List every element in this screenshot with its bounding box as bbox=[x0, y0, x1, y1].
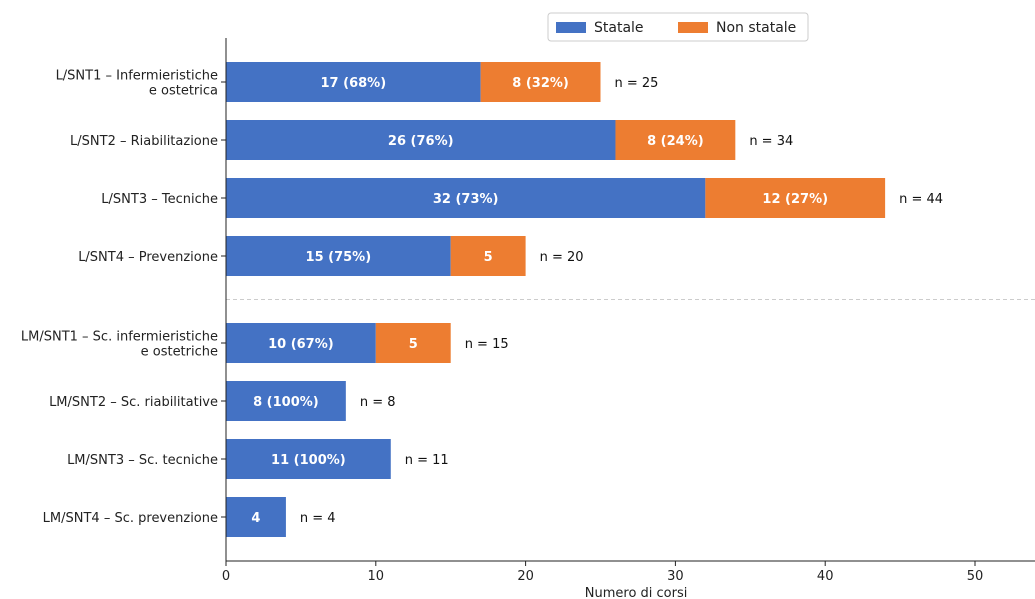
bar-value-label: 10 (67%) bbox=[268, 337, 334, 352]
bar-statale bbox=[226, 120, 616, 160]
legend: Statale Non statale bbox=[547, 12, 809, 42]
bar-statale bbox=[226, 323, 376, 363]
category-label: LM/SNT4 – Sc. prevenzione bbox=[43, 511, 218, 526]
bar-value-label: 12 (27%) bbox=[762, 192, 828, 207]
category-label: LM/SNT1 – Sc. infermieristiche bbox=[21, 330, 218, 345]
bar-statale bbox=[226, 381, 346, 421]
bar-non-statale bbox=[705, 178, 886, 218]
bars: 17 (68%) 8 (32%) n = 25 26 (76%) 8 (24%) n = … bbox=[226, 62, 943, 537]
bar-non-statale bbox=[480, 62, 601, 102]
bar-statale bbox=[226, 62, 481, 102]
total-label: n = 8 bbox=[360, 395, 396, 410]
legend-swatch bbox=[678, 22, 708, 33]
bar-non-statale bbox=[375, 323, 451, 363]
total-label: n = 25 bbox=[615, 76, 659, 91]
total-label: n = 11 bbox=[405, 453, 449, 468]
category-label: e ostetriche bbox=[141, 345, 218, 360]
bar-statale bbox=[226, 497, 286, 537]
x-axis-title: Numero di corsi bbox=[585, 586, 688, 599]
bar-value-label: 17 (68%) bbox=[321, 76, 387, 91]
bar-value-label: 32 (73%) bbox=[433, 192, 499, 207]
x-tick-label: 40 bbox=[817, 569, 834, 584]
x-tick-label: 0 bbox=[222, 569, 230, 584]
category-label: LM/SNT2 – Sc. riabilitative bbox=[49, 395, 218, 410]
bar-value-label: 5 bbox=[409, 337, 418, 352]
legend-swatch bbox=[556, 22, 586, 33]
category-label: L/SNT3 – Tecniche bbox=[101, 192, 218, 207]
bar-value-label: 5 bbox=[484, 250, 493, 265]
category-label: L/SNT2 – Riabilitazione bbox=[70, 134, 218, 149]
bar-statale bbox=[226, 439, 391, 479]
bar-value-label: 15 (75%) bbox=[306, 250, 372, 265]
total-label: n = 34 bbox=[749, 134, 793, 149]
bar-value-label: 8 (100%) bbox=[253, 395, 319, 410]
bar-value-label: 11 (100%) bbox=[271, 453, 346, 468]
x-tick-label: 10 bbox=[368, 569, 385, 584]
category-label: L/SNT1 – Infermieristiche bbox=[56, 69, 218, 84]
legend-label: Non statale bbox=[716, 20, 796, 36]
bar-value-label: 26 (76%) bbox=[388, 134, 454, 149]
bar-value-label: 8 (24%) bbox=[647, 134, 704, 149]
x-tick-label: 50 bbox=[967, 569, 984, 584]
bar-value-label: 4 bbox=[251, 511, 260, 526]
bar-value-label: 8 (32%) bbox=[512, 76, 569, 91]
bar-statale bbox=[226, 178, 706, 218]
category-label: L/SNT4 – Prevenzione bbox=[78, 250, 218, 265]
bar-non-statale bbox=[450, 236, 526, 276]
x-tick-label: 20 bbox=[517, 569, 534, 584]
total-label: n = 20 bbox=[540, 250, 584, 265]
bar-non-statale bbox=[615, 120, 736, 160]
total-label: n = 15 bbox=[465, 337, 509, 352]
legend-label: Statale bbox=[594, 20, 644, 36]
category-label: LM/SNT3 – Sc. tecniche bbox=[67, 453, 218, 468]
category-label: e ostetrica bbox=[149, 84, 218, 99]
total-label: n = 4 bbox=[300, 511, 336, 526]
axes: 0 10 20 30 40 50 bbox=[221, 38, 1035, 584]
total-label: n = 44 bbox=[899, 192, 943, 207]
x-tick-label: 30 bbox=[667, 569, 684, 584]
bar-statale bbox=[226, 236, 451, 276]
